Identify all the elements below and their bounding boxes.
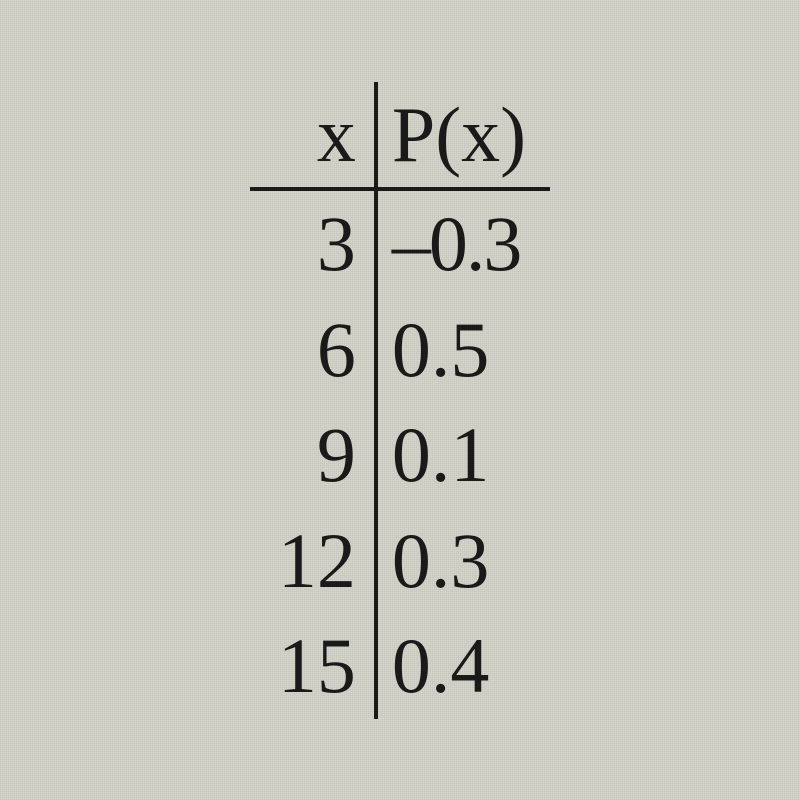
cell-p: 0.5 (376, 297, 550, 403)
table-row: 15 0.4 (250, 613, 550, 719)
column-header-p: P(x) (376, 82, 550, 190)
table-row: 6 0.5 (250, 297, 550, 403)
table-header-row: x P(x) (250, 82, 550, 190)
table-row: 9 0.1 (250, 402, 550, 508)
cell-x: 3 (250, 189, 376, 297)
table-row: 3 –0.3 (250, 189, 550, 297)
cell-x: 15 (250, 613, 376, 719)
cell-x: 9 (250, 402, 376, 508)
cell-p: 0.4 (376, 613, 550, 719)
cell-p: 0.1 (376, 402, 550, 508)
column-header-x: x (250, 82, 376, 190)
cell-x: 6 (250, 297, 376, 403)
table-row: 12 0.3 (250, 508, 550, 614)
probability-table: x P(x) 3 –0.3 6 0.5 9 0.1 12 0.3 15 (250, 82, 550, 719)
cell-p: 0.3 (376, 508, 550, 614)
cell-x: 12 (250, 508, 376, 614)
cell-p: –0.3 (376, 189, 550, 297)
table: x P(x) 3 –0.3 6 0.5 9 0.1 12 0.3 15 (250, 82, 550, 719)
